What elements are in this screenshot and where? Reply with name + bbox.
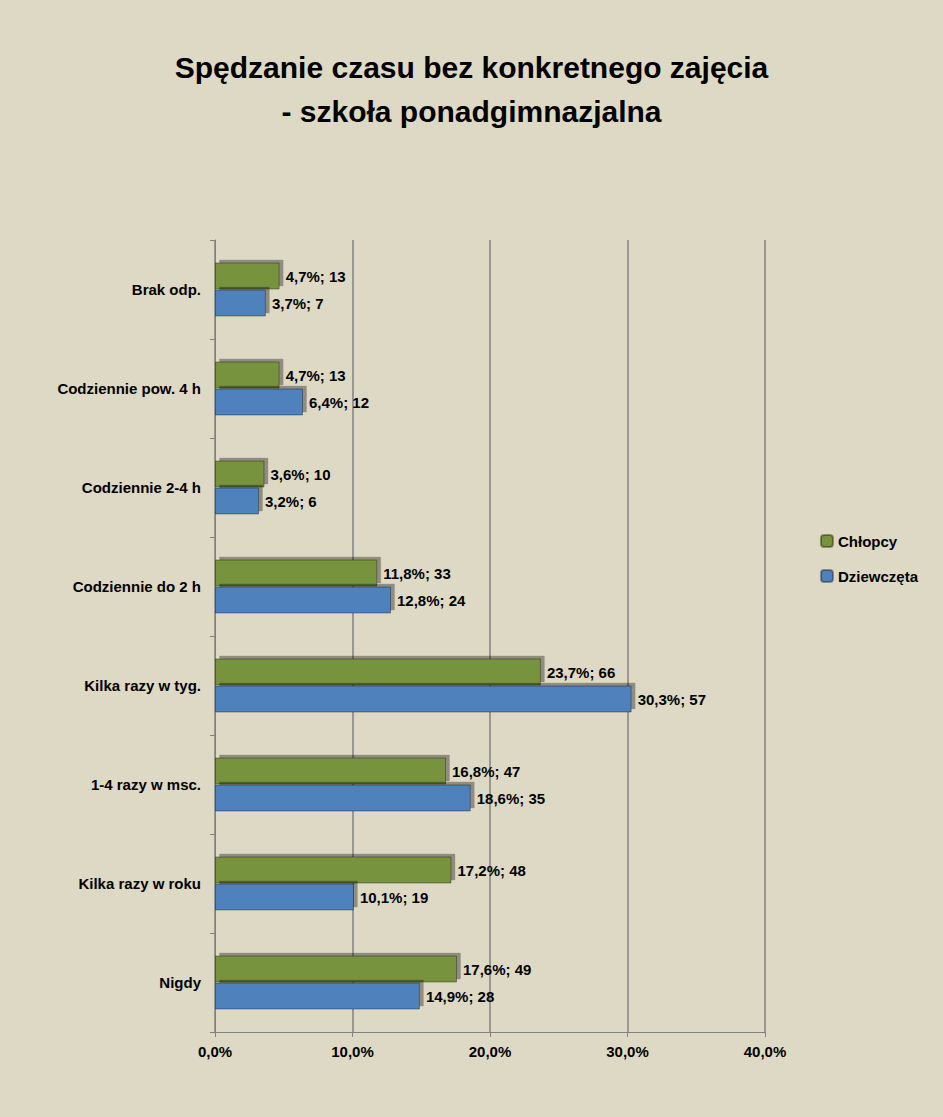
svg-text:4,7%; 13: 4,7%; 13 xyxy=(286,367,346,384)
svg-text:Spędzanie czasu bez konkretneg: Spędzanie czasu bez konkretnego zajęcia xyxy=(175,51,769,84)
svg-text:1-4 razy w msc.: 1-4 razy w msc. xyxy=(91,776,201,793)
svg-text:12,8%; 24: 12,8%; 24 xyxy=(397,592,466,609)
svg-text:3,6%; 10: 3,6%; 10 xyxy=(271,466,331,483)
svg-text:Kilka razy w roku: Kilka razy w roku xyxy=(78,875,201,892)
svg-text:Kilka razy w tyg.: Kilka razy w tyg. xyxy=(84,677,201,694)
svg-text:30,0%: 30,0% xyxy=(606,1043,649,1060)
svg-text:Codziennie 2-4 h: Codziennie 2-4 h xyxy=(82,479,201,496)
svg-text:Codziennie pow. 4 h: Codziennie pow. 4 h xyxy=(57,380,201,397)
svg-text:6,4%; 12: 6,4%; 12 xyxy=(309,394,369,411)
svg-text:23,7%; 66: 23,7%; 66 xyxy=(547,664,615,681)
svg-text:Nigdy: Nigdy xyxy=(159,974,201,991)
svg-text:3,7%; 7: 3,7%; 7 xyxy=(272,295,324,312)
svg-text:Chłopcy: Chłopcy xyxy=(838,533,898,550)
svg-text:18,6%; 35: 18,6%; 35 xyxy=(477,790,545,807)
svg-text:Dziewczęta: Dziewczęta xyxy=(838,568,919,585)
svg-text:- szkoła ponadgimnazjalna: - szkoła ponadgimnazjalna xyxy=(281,95,661,128)
svg-text:11,8%; 33: 11,8%; 33 xyxy=(383,565,451,582)
svg-text:17,2%; 48: 17,2%; 48 xyxy=(458,862,526,879)
svg-text:10,0%: 10,0% xyxy=(331,1043,374,1060)
svg-text:Codziennie do 2 h: Codziennie do 2 h xyxy=(73,578,201,595)
svg-text:40,0%: 40,0% xyxy=(744,1043,787,1060)
svg-text:14,9%; 28: 14,9%; 28 xyxy=(426,988,494,1005)
svg-text:0,0%: 0,0% xyxy=(198,1043,232,1060)
svg-text:16,8%; 47: 16,8%; 47 xyxy=(452,763,520,780)
svg-text:10,1%; 19: 10,1%; 19 xyxy=(360,889,428,906)
svg-text:30,3%; 57: 30,3%; 57 xyxy=(638,691,706,708)
svg-text:4,7%; 13: 4,7%; 13 xyxy=(286,268,346,285)
svg-text:17,6%; 49: 17,6%; 49 xyxy=(463,961,531,978)
svg-text:Brak odp.: Brak odp. xyxy=(132,281,201,298)
svg-text:3,2%; 6: 3,2%; 6 xyxy=(265,493,317,510)
svg-text:20,0%: 20,0% xyxy=(469,1043,512,1060)
